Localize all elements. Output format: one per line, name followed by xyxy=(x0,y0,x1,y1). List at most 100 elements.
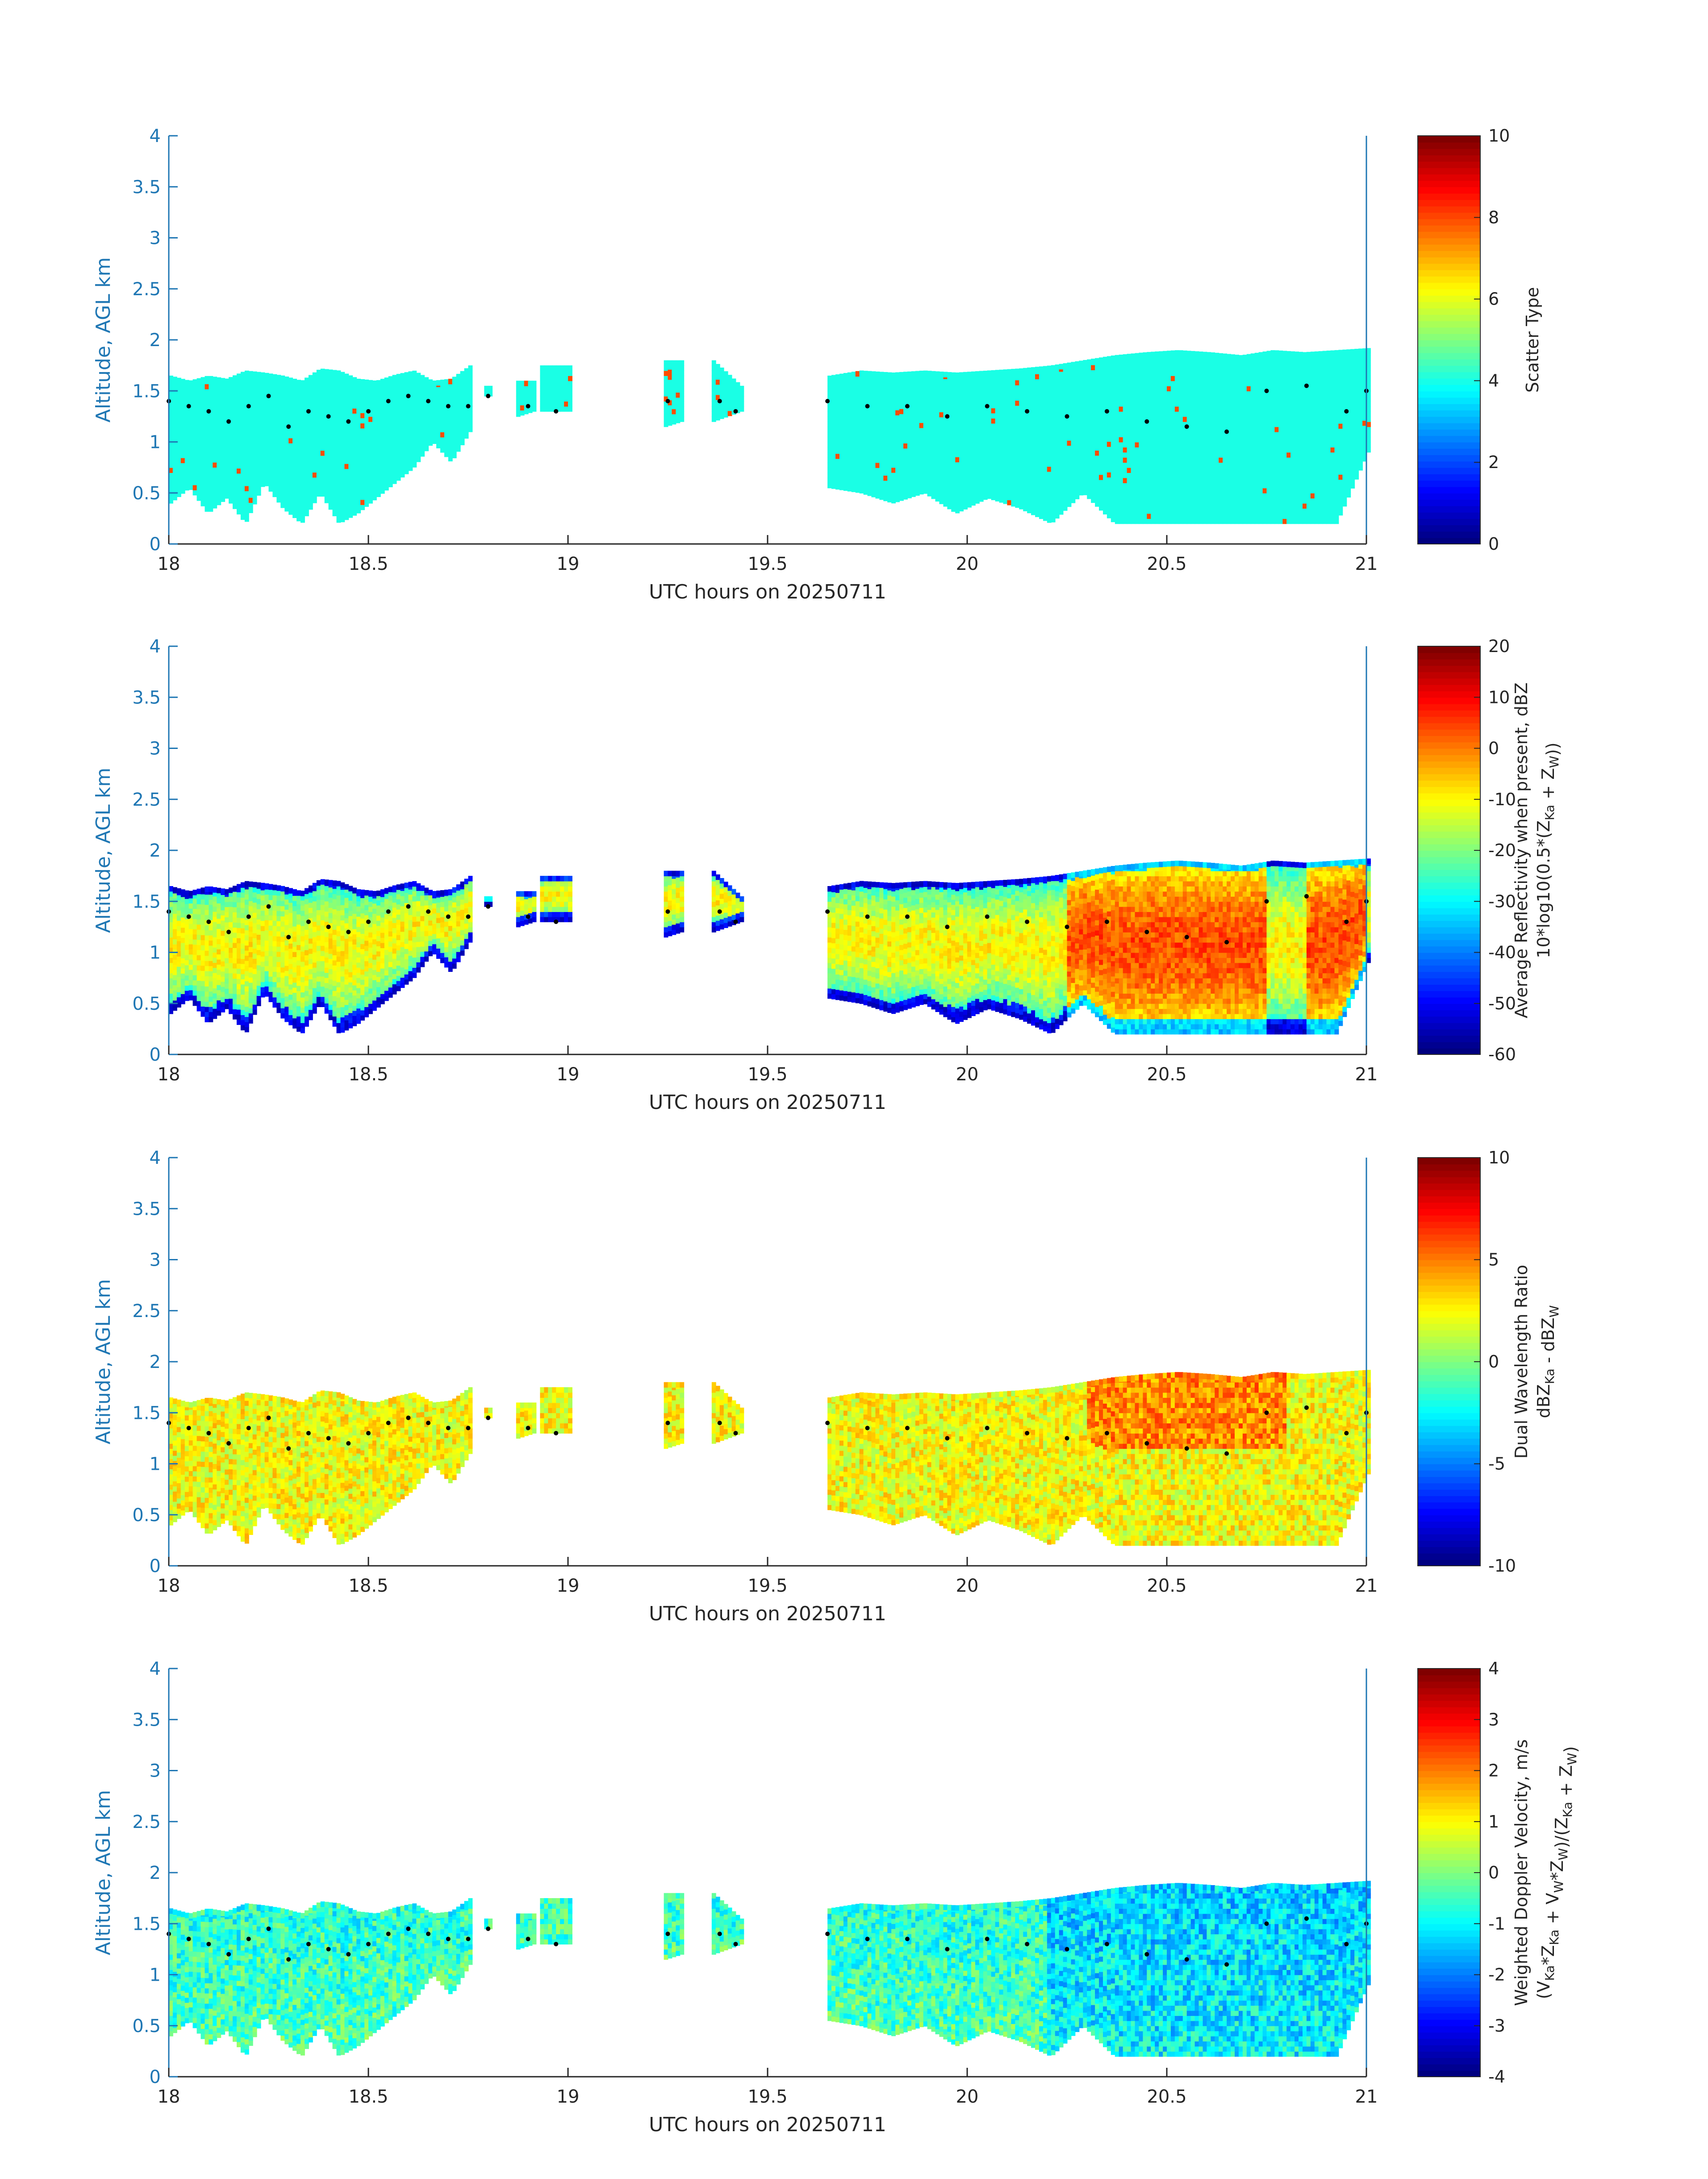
heatmap-cell xyxy=(313,462,317,467)
heatmap-cell xyxy=(237,397,241,402)
heatmap-cell xyxy=(237,458,241,463)
heatmap-cell xyxy=(368,473,373,478)
heatmap-cell xyxy=(380,452,385,458)
heatmap-cell xyxy=(205,399,209,405)
heatmap-cell xyxy=(209,376,213,381)
heatmap-cell xyxy=(305,398,309,404)
heatmap-cell xyxy=(284,501,289,506)
heatmap-cell xyxy=(265,409,269,414)
heatmap-cell xyxy=(237,468,241,473)
heatmap-cell xyxy=(284,394,289,399)
heatmap-cell xyxy=(189,479,193,485)
heatmap-cell xyxy=(265,435,269,440)
heatmap-cell xyxy=(221,466,225,471)
heatmap-cell xyxy=(205,394,209,399)
heatmap-cell xyxy=(213,462,217,468)
heatmap-cell xyxy=(201,424,205,430)
heatmap-cell xyxy=(388,405,393,410)
heatmap-cell xyxy=(284,409,289,414)
heatmap-cell xyxy=(380,412,385,417)
heatmap-cell xyxy=(296,490,301,496)
heatmap-cell xyxy=(340,502,345,507)
heatmap-cell xyxy=(237,438,241,443)
heatmap-cell xyxy=(221,486,225,492)
heatmap-cell xyxy=(272,456,277,461)
heatmap-cell xyxy=(356,436,361,442)
heatmap-cell xyxy=(245,430,249,435)
heatmap-cell xyxy=(193,475,197,480)
heatmap-cell xyxy=(296,485,301,490)
heatmap-cell xyxy=(321,374,325,379)
heatmap-cell xyxy=(181,406,185,412)
heatmap-cell xyxy=(185,380,189,385)
heatmap-cell xyxy=(325,493,329,498)
heatmap-cell xyxy=(225,483,229,488)
heatmap-cell xyxy=(344,468,349,474)
heatmap-cell xyxy=(340,414,345,420)
heatmap-cell xyxy=(364,502,369,507)
heatmap-cell xyxy=(376,415,381,420)
heatmap-cell xyxy=(405,464,409,469)
heatmap-cell xyxy=(177,476,181,481)
heatmap-cell xyxy=(241,422,245,428)
heatmap-cell xyxy=(397,460,401,465)
heatmap-cell xyxy=(337,395,341,400)
heatmap-cell xyxy=(209,435,213,440)
heatmap-cell xyxy=(284,475,289,481)
heatmap-cell xyxy=(408,371,413,376)
heatmap-cell xyxy=(301,415,305,421)
heatmap-cell xyxy=(408,465,413,471)
heatmap-cell xyxy=(372,413,377,418)
heatmap-cell xyxy=(292,385,297,390)
heatmap-cell xyxy=(229,452,233,457)
heatmap-cell xyxy=(229,391,233,396)
heatmap-cell xyxy=(209,465,213,471)
heatmap-cell xyxy=(340,440,345,446)
heatmap-cell xyxy=(401,426,405,431)
heatmap-cell xyxy=(177,395,181,400)
heatmap-cell xyxy=(272,446,277,451)
heatmap-cell xyxy=(368,468,373,473)
heatmap-cell xyxy=(209,425,213,430)
heatmap-cell xyxy=(177,451,181,456)
heatmap-cell xyxy=(321,384,325,389)
heatmap-cell xyxy=(384,403,389,409)
heatmap-cell xyxy=(352,480,357,485)
heatmap-cell xyxy=(333,419,337,424)
heatmap-cell xyxy=(237,504,241,509)
heatmap-cell xyxy=(317,491,321,497)
heatmap-cell xyxy=(321,435,325,440)
heatmap-cell xyxy=(280,416,285,421)
heatmap-cell xyxy=(265,465,269,471)
heatmap-cell xyxy=(249,380,253,385)
heatmap-cell xyxy=(368,401,373,406)
heatmap-cell xyxy=(276,410,281,416)
heatmap-cell xyxy=(241,509,245,514)
heatmap-cell xyxy=(276,390,281,395)
heatmap-cell xyxy=(313,493,317,498)
heatmap-cell xyxy=(257,393,261,398)
heatmap-cell xyxy=(364,481,369,486)
heatmap-cell xyxy=(408,419,413,425)
heatmap-cell xyxy=(257,485,261,490)
heatmap-cell xyxy=(352,423,357,429)
heatmap-cell xyxy=(376,405,381,410)
heatmap-cell xyxy=(309,468,313,474)
heatmap-cell xyxy=(213,376,217,382)
heatmap-cell xyxy=(193,449,197,455)
heatmap-cell xyxy=(189,398,193,403)
heatmap-cell xyxy=(197,460,201,465)
heatmap-cell xyxy=(265,419,269,425)
heatmap-cell xyxy=(280,477,285,482)
heatmap-cell xyxy=(340,384,345,389)
heatmap-cell xyxy=(213,503,217,508)
heatmap-cell xyxy=(329,428,333,433)
heatmap-cell xyxy=(376,380,381,385)
heatmap-cell xyxy=(412,421,417,427)
heatmap-cell xyxy=(296,460,301,465)
heatmap-cell xyxy=(272,400,277,405)
heatmap-cell xyxy=(265,379,269,384)
heatmap-cell xyxy=(197,393,201,399)
heatmap-cell xyxy=(249,395,253,401)
heatmap-cell xyxy=(261,481,265,487)
